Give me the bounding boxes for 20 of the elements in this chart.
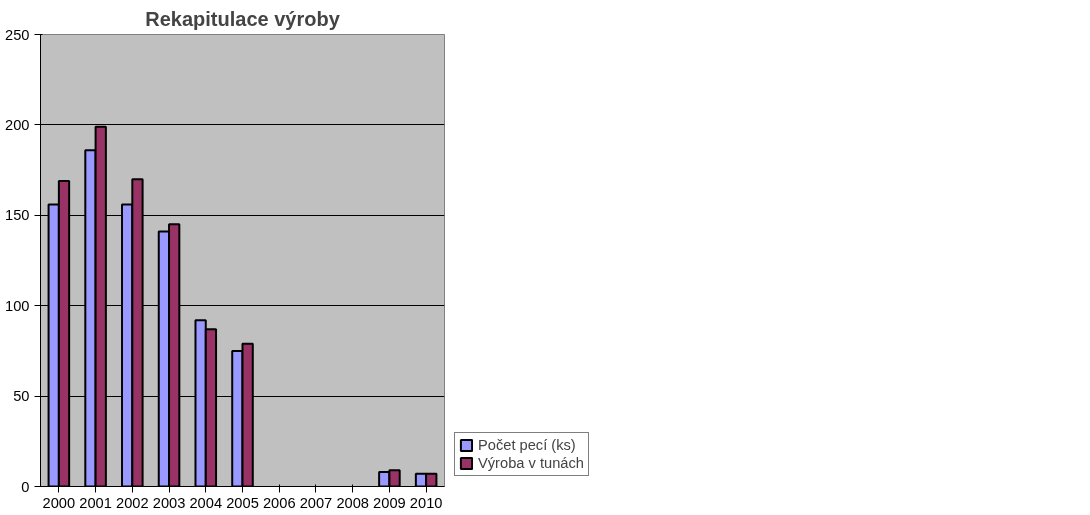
x-tick-label: 2001 [79,494,112,511]
x-tick-label: 2010 [409,494,443,511]
x-tick-label: 2004 [189,494,223,511]
y-tick-label: 200 [5,116,30,133]
x-tick-label: 2000 [42,494,76,511]
x-tick-label: 2005 [226,494,259,511]
legend-label: Počet pecí (ks) [478,437,576,453]
x-tick-label: 2008 [336,494,369,511]
y-tick-label: 250 [5,26,30,43]
y-tick-label: 0 [21,478,30,495]
x-tick-label: 2006 [262,494,296,511]
x-tick-label: 2002 [116,494,149,511]
y-tick-label: 150 [5,207,30,224]
y-tick-label: 100 [5,297,30,314]
y-tick-label: 50 [13,388,30,405]
legend-label: Výroba v tunách [478,455,584,471]
x-tick-label: 2003 [152,494,186,511]
x-tick-label: 2009 [373,494,406,511]
chart-title: Rekapitulace výroby [145,7,341,30]
x-tick-label: 2007 [299,494,333,511]
